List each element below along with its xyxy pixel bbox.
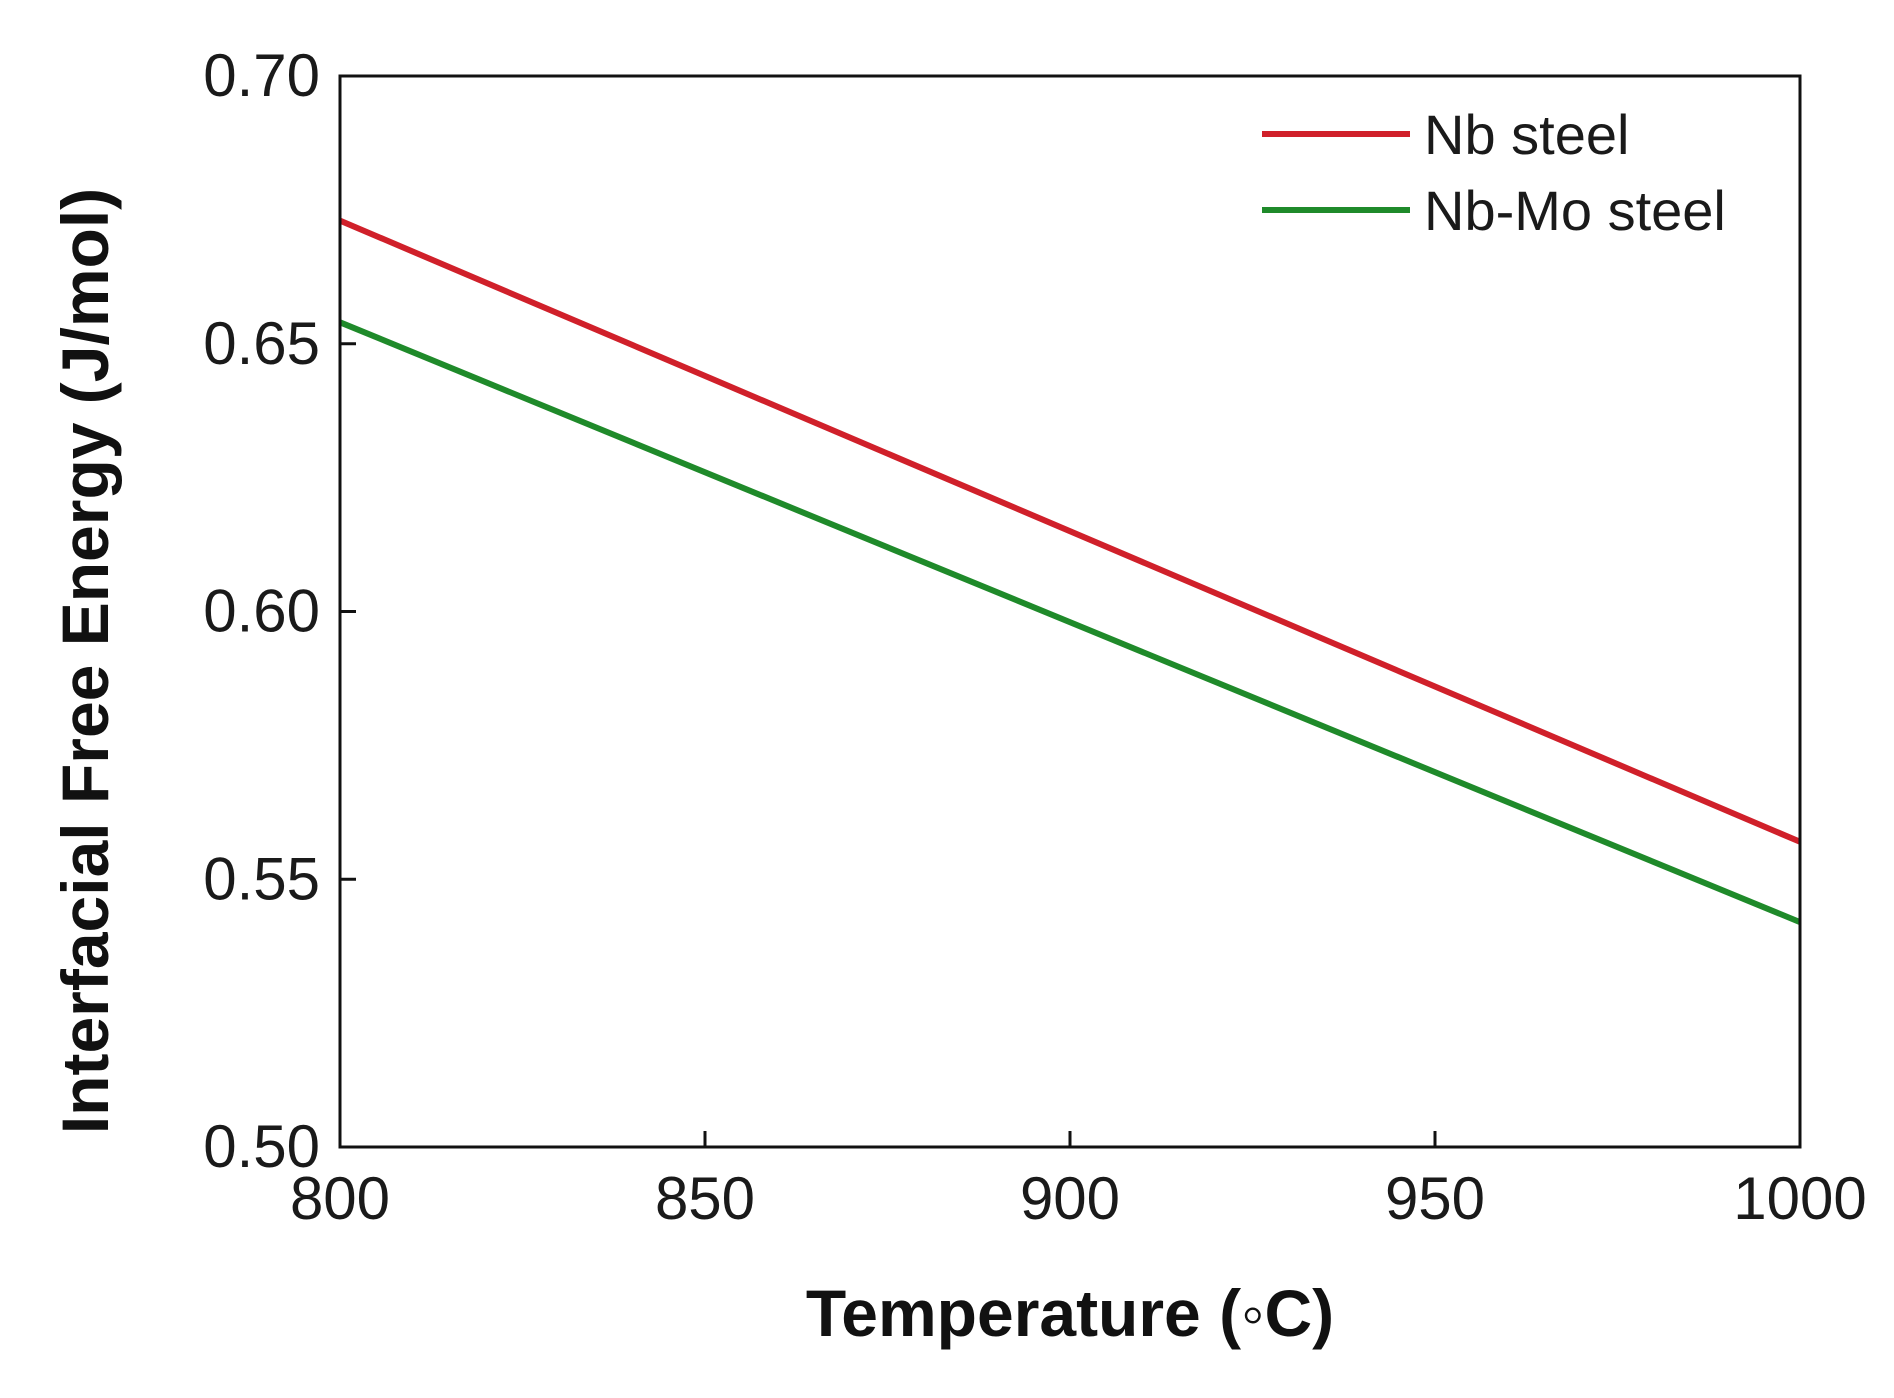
y-axis-ticks: 0.50 0.55 0.60 0.65 0.70 <box>203 42 356 1180</box>
y-axis-title: Interfacial Free Energy (J/mol) <box>48 188 122 1134</box>
y-tick-label: 0.70 <box>203 42 320 109</box>
series-line-1 <box>338 217 1802 845</box>
x-tick-label: 1000 <box>1733 1165 1866 1232</box>
legend: Nb steel Nb-Mo steel <box>1262 103 1726 242</box>
legend-label: Nb steel <box>1424 103 1629 166</box>
x-axis-title: Temperature (◦C) <box>806 1276 1334 1350</box>
x-axis-ticks: 800 850 900 950 1000 <box>290 1131 1867 1232</box>
x-tick-label: 800 <box>290 1165 390 1232</box>
series-layer <box>338 217 1802 925</box>
y-tick-label: 0.55 <box>203 845 320 912</box>
x-tick-label: 950 <box>1385 1165 1485 1232</box>
x-tick-label: 850 <box>655 1165 755 1232</box>
y-tick-label: 0.60 <box>203 578 320 645</box>
legend-label: Nb-Mo steel <box>1424 179 1726 242</box>
x-tick-label: 900 <box>1020 1165 1120 1232</box>
y-tick-label: 0.65 <box>203 310 320 377</box>
y-tick-label: 0.50 <box>203 1113 320 1180</box>
series-line-2 <box>338 319 1802 925</box>
